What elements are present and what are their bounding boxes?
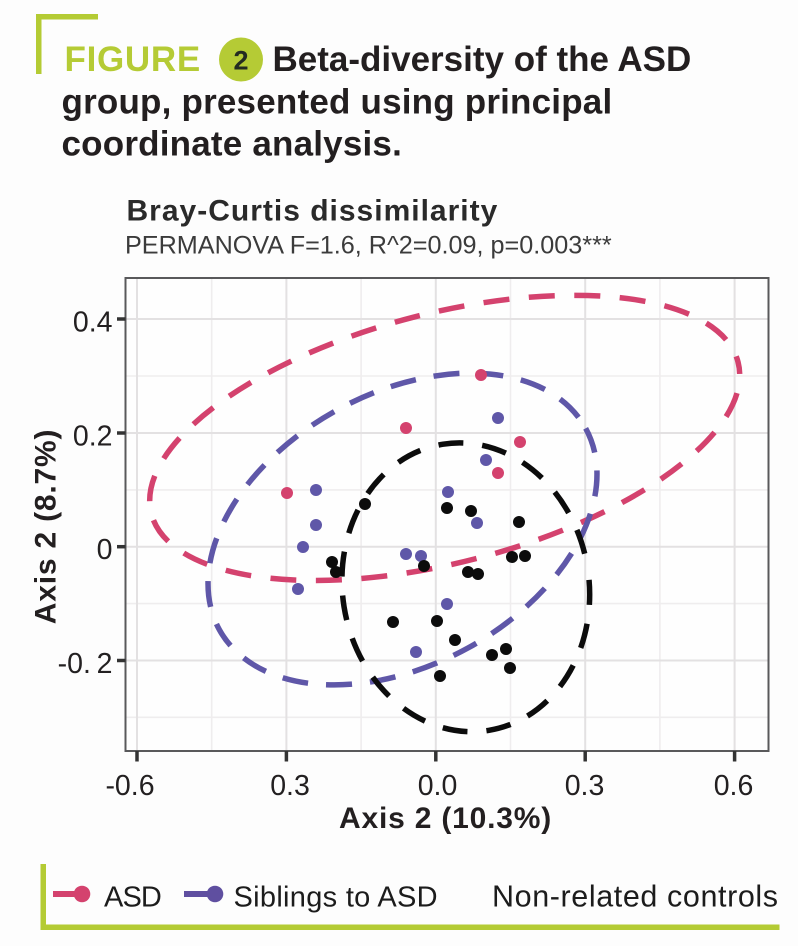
svg-text:0.0: 0.0 xyxy=(418,770,458,802)
svg-text:Beta-diversity of the ASD: Beta-diversity of the ASD xyxy=(273,40,692,79)
svg-text:coordinate analysis.: coordinate analysis. xyxy=(62,125,403,164)
svg-text:0.3: 0.3 xyxy=(565,770,605,802)
svg-text:0.2: 0.2 xyxy=(73,420,113,452)
svg-text:Non-related controls: Non-related controls xyxy=(492,880,779,914)
svg-text:0.6: 0.6 xyxy=(714,770,754,802)
svg-text:0.4: 0.4 xyxy=(73,306,113,338)
svg-text:2: 2 xyxy=(233,46,248,76)
svg-text:FIGURE: FIGURE xyxy=(65,40,201,79)
svg-text:Bray-Curtis dissimilarity: Bray-Curtis dissimilarity xyxy=(127,195,499,228)
svg-text:Axis 2 (8.7%): Axis 2 (8.7%) xyxy=(30,429,63,624)
svg-text:0.3: 0.3 xyxy=(270,770,310,802)
svg-text:Siblings to ASD: Siblings to ASD xyxy=(234,882,438,914)
svg-text:Axis 2 (10.3%): Axis 2 (10.3%) xyxy=(339,802,552,835)
svg-text:PERMANOVA F=1.6, R^2=0.09, p=0: PERMANOVA F=1.6, R^2=0.09, p=0.003*** xyxy=(125,232,612,260)
svg-text:-0.6: -0.6 xyxy=(105,770,154,802)
svg-text:group, presented using princip: group, presented using principal xyxy=(62,83,613,122)
svg-text:0: 0 xyxy=(97,534,113,566)
svg-text:-0. 2: -0. 2 xyxy=(58,648,113,680)
svg-text:ASD: ASD xyxy=(104,882,161,914)
